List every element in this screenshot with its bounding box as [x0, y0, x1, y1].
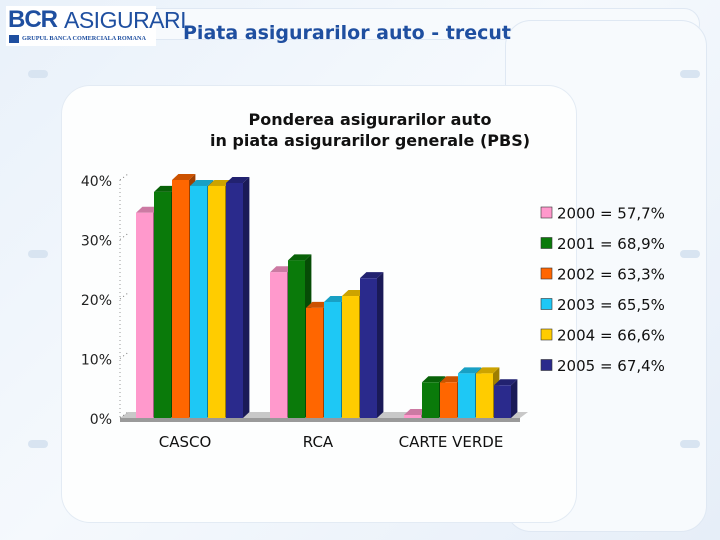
bar [360, 278, 377, 418]
bar-top [270, 266, 294, 273]
bar-side [511, 379, 518, 418]
bar-top [154, 185, 178, 192]
bar [154, 191, 171, 418]
legend-label: 2000 = 57,7% [557, 205, 665, 223]
bar-top [136, 206, 160, 213]
x-category-label: CARTE VERDE [399, 433, 504, 451]
y-grid-tick [119, 173, 129, 181]
bar-top [172, 174, 196, 180]
legend-swatch [540, 359, 553, 371]
background-strip [680, 440, 700, 448]
slide-header: BCR ASIGURARI GRUPUL BANCA COMERCIALA RO… [0, 0, 720, 58]
y-grid-tick [119, 233, 129, 240]
legend-swatch [540, 328, 553, 341]
bar-top [440, 376, 464, 383]
logo-bcr-text: BCR [8, 6, 58, 33]
y-tick-label: 30% [81, 234, 112, 250]
bar [324, 301, 341, 418]
legend-swatch [540, 206, 553, 219]
bar [288, 260, 305, 418]
x-category-label: CASCO [159, 433, 212, 451]
bar [208, 185, 225, 418]
background-strip [28, 250, 48, 258]
bar [342, 296, 359, 418]
bar-top [342, 290, 366, 297]
bar-top [360, 272, 384, 279]
bar [226, 182, 243, 418]
chart-title-line-1: Ponderea asigurarilor auto [248, 110, 492, 129]
y-grid-tick [119, 352, 129, 359]
bar-top [324, 295, 348, 302]
bar-top [208, 179, 232, 186]
legend-label: 2004 = 66,6% [557, 327, 665, 345]
bar-top [476, 367, 500, 374]
legend-label: 2005 = 67,4% [557, 357, 665, 375]
legend-label: 2003 = 65,5% [557, 296, 665, 314]
bar [172, 180, 189, 418]
y-tick-label: 10% [81, 353, 112, 369]
bar-top [288, 254, 312, 261]
y-tick-label: 40% [81, 174, 112, 190]
legend-swatch [540, 237, 553, 249]
bar-side [243, 176, 250, 418]
chart-title: Ponderea asigurarilor auto in piata asig… [170, 109, 570, 151]
bar [440, 382, 457, 418]
logo-mark-icon [9, 35, 19, 43]
logo-subtitle: GRUPUL BANCA COMERCIALA ROMANA [22, 35, 146, 42]
bar [476, 373, 493, 418]
chart-floor-edge [120, 418, 520, 422]
bar [494, 385, 511, 418]
bar [404, 415, 421, 418]
bar [458, 373, 475, 418]
bar [270, 272, 287, 418]
bar-side [377, 272, 384, 418]
legend-swatch [540, 267, 553, 280]
bar-top [226, 176, 250, 183]
chart-title-line-2: in piata asigurarilor generale (PBS) [209, 131, 531, 150]
bar [422, 382, 439, 418]
background-strip [680, 70, 700, 78]
bar-top [306, 301, 330, 308]
bar-top [494, 379, 518, 386]
y-grid-tick [119, 411, 129, 419]
bar-top [190, 179, 214, 186]
background-strip [28, 440, 48, 448]
bar [306, 307, 323, 418]
background-strip [680, 250, 700, 258]
page-title: Piata asigurarilor auto - trecut [183, 22, 511, 44]
y-tick-label: 20% [81, 293, 112, 309]
bar-top [458, 367, 482, 374]
bcr-asigurari-logo: BCR ASIGURARI GRUPUL BANCA COMERCIALA RO… [6, 6, 187, 46]
bar-top [422, 376, 446, 383]
legend-label: 2001 = 68,9% [557, 235, 665, 253]
legend-swatch [540, 298, 553, 310]
background-strip [28, 70, 48, 78]
bar-top [404, 409, 428, 416]
x-category-label: RCA [303, 433, 334, 451]
logo-asigurari-text: ASIGURARI [64, 7, 187, 33]
y-grid-tick [119, 292, 129, 300]
legend-label: 2002 = 63,3% [557, 266, 665, 284]
bar [190, 185, 207, 418]
bar [136, 212, 153, 418]
y-tick-label: 0% [90, 412, 112, 428]
